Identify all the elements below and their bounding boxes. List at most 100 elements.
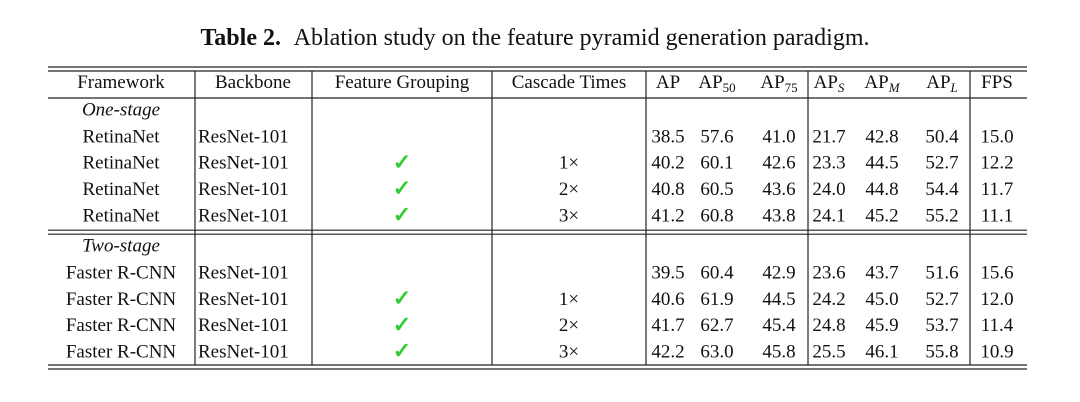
cell: 43.6: [762, 179, 795, 200]
cell: RetinaNet: [82, 153, 160, 174]
cell: 21.7: [812, 126, 845, 147]
header-cell: FPS: [981, 72, 1013, 93]
cell: 12.0: [980, 289, 1013, 310]
cell: 39.5: [651, 263, 684, 284]
cell: 44.8: [865, 179, 898, 200]
header-cell: Framework: [77, 72, 165, 93]
cell: 1×: [559, 153, 579, 174]
cell: 45.4: [762, 315, 796, 336]
cell: 24.2: [812, 289, 845, 310]
cell: 12.2: [980, 153, 1013, 174]
cell: 46.1: [865, 341, 898, 362]
cell: ✓: [393, 338, 411, 363]
header-sub: M: [888, 80, 901, 95]
cell: 61.9: [700, 289, 733, 310]
header-cell: AP: [656, 72, 680, 93]
cell: 11.7: [981, 179, 1014, 200]
cell: 44.5: [865, 153, 898, 174]
cell: 42.2: [651, 341, 684, 362]
cell: 52.7: [925, 289, 958, 310]
header-cell: APM: [864, 72, 900, 95]
cell: 43.7: [865, 263, 898, 284]
header-text: Framework: [77, 72, 165, 93]
cell: 55.8: [925, 341, 958, 362]
cell: 23.3: [812, 153, 845, 174]
cell: 54.4: [925, 179, 959, 200]
header-text: AP: [926, 72, 950, 93]
header-text: FPS: [981, 72, 1013, 93]
cell: 53.7: [925, 315, 958, 336]
cell: 45.2: [865, 205, 898, 226]
cell: 10.9: [980, 341, 1013, 362]
header-cell: AP50: [698, 72, 735, 95]
cell: 40.8: [651, 179, 684, 200]
cell: ResNet-101: [198, 289, 289, 310]
cell: ResNet-101: [198, 126, 289, 147]
header-sub: 50: [723, 80, 736, 95]
cell: 23.6: [812, 263, 845, 284]
cell: 41.7: [651, 315, 684, 336]
cell: 52.7: [925, 153, 958, 174]
cell: 43.8: [762, 205, 795, 226]
cell: 11.4: [981, 315, 1014, 336]
cell: 1×: [559, 289, 579, 310]
cell: 40.2: [651, 153, 684, 174]
cell: 62.7: [700, 315, 733, 336]
cell: ResNet-101: [198, 263, 289, 284]
cell: ✓: [393, 286, 411, 311]
cell: ✓: [393, 202, 411, 227]
cell: 45.8: [762, 341, 795, 362]
header-sub: S: [838, 80, 845, 95]
cell: 41.0: [762, 126, 795, 147]
header-cell: Feature Grouping: [335, 72, 470, 93]
cell: ResNet-101: [198, 341, 289, 362]
header-text: Feature Grouping: [335, 72, 470, 93]
header-cell: APS: [814, 72, 845, 95]
section-title: Two-stage: [82, 236, 160, 257]
cell: 50.4: [925, 126, 959, 147]
caption-text: Ablation study on the feature pyramid ge…: [294, 25, 870, 51]
cell: 63.0: [700, 341, 733, 362]
cell: ResNet-101: [198, 315, 289, 336]
header-text: AP: [864, 72, 888, 93]
cell: ResNet-101: [198, 205, 289, 226]
cell: 15.6: [980, 263, 1013, 284]
cell: 11.1: [981, 205, 1014, 226]
cell: 38.5: [651, 126, 684, 147]
cell: 45.9: [865, 315, 898, 336]
cell: 42.6: [762, 153, 795, 174]
cell: ✓: [393, 149, 411, 174]
cell: Faster R-CNN: [66, 315, 177, 336]
cell: 60.5: [700, 179, 733, 200]
cell: 44.5: [762, 289, 795, 310]
cell: RetinaNet: [82, 126, 160, 147]
header-sub: 75: [785, 80, 798, 95]
header-text: AP: [656, 72, 680, 93]
cell: 15.0: [980, 126, 1013, 147]
cell: 2×: [559, 315, 579, 336]
header-sub: L: [950, 80, 958, 95]
cell: 24.8: [812, 315, 845, 336]
cell: ✓: [393, 176, 411, 201]
cell: 24.0: [812, 179, 845, 200]
header-text: Cascade Times: [512, 72, 627, 93]
cell: 42.8: [865, 126, 898, 147]
cell: 55.2: [925, 205, 958, 226]
cell: RetinaNet: [82, 205, 160, 226]
cell: 60.4: [700, 263, 734, 284]
section-title: One-stage: [82, 99, 160, 120]
cell: 40.6: [651, 289, 684, 310]
caption-label: Table 2.: [201, 25, 281, 51]
cell: RetinaNet: [82, 179, 160, 200]
cell: 2×: [559, 179, 579, 200]
cell: Faster R-CNN: [66, 289, 177, 310]
cell: ResNet-101: [198, 153, 289, 174]
header-text: AP: [698, 72, 722, 93]
header-cell: APL: [926, 72, 958, 95]
caption: Table 2. Ablation study on the feature p…: [201, 25, 870, 51]
cell: ✓: [393, 312, 411, 337]
cell: Faster R-CNN: [66, 341, 177, 362]
cell: 3×: [559, 341, 579, 362]
cell: 57.6: [700, 126, 733, 147]
